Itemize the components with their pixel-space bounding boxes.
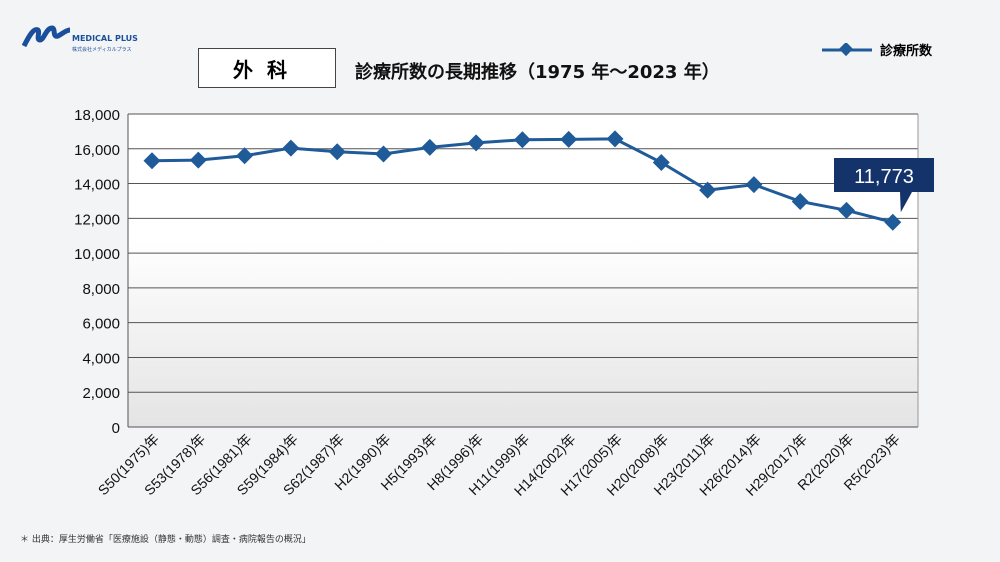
data-point [513,131,531,149]
callout-box [834,158,934,213]
y-tick-label: 14,000 [74,177,120,194]
legend-marker-icon [822,42,872,56]
data-point [328,143,346,161]
chart-title: 診療所数の長期推移（1975 年～2023 年） [355,62,720,83]
y-tick-label: 0 [112,420,120,437]
y-tick-label: 16,000 [74,142,120,159]
data-point [143,152,161,170]
data-point [467,134,485,152]
data-point [884,213,902,231]
source-note: ＊ 出典：厚生労働省「医療施設（静態・動態）調査・病院報告の概況」 [20,535,311,545]
y-tick-label: 2,000 [82,385,120,402]
department-tag: 外科 [198,48,336,88]
data-point [282,139,300,157]
y-tick-label: 8,000 [82,281,120,298]
data-point [421,138,439,156]
data-point [838,201,855,219]
legend: 診療所数 [820,40,932,59]
y-tick-label: 6,000 [82,316,120,333]
callout-value: 11,773 [854,166,914,188]
y-tick-label: 18,000 [74,107,120,124]
data-point [652,154,670,172]
logo-subtext: 株式会社メディカルプラス [72,47,132,53]
data-point [699,181,717,199]
data-point [375,145,392,163]
data-point [189,151,207,169]
data-point [745,176,763,194]
data-point [560,130,578,148]
data-point [236,147,254,165]
logo-text: MEDICAL PLUS [72,34,138,43]
y-tick-label: 10,000 [74,246,120,263]
plot-area [128,114,918,427]
y-tick-label: 12,000 [74,211,120,228]
y-tick-label: 4,000 [82,350,120,367]
medical-plus-logo [22,25,71,48]
legend-label: 診療所数 [880,44,933,59]
data-point [606,130,624,148]
data-point [791,192,809,210]
